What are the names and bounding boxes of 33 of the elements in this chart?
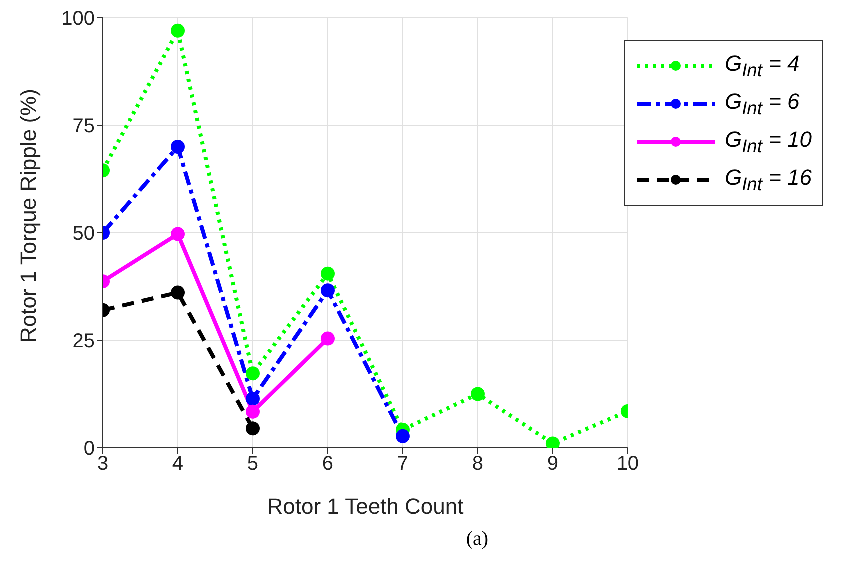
point [170,227,185,242]
x-tick-label: 6 [322,453,334,476]
x-tick-label: 9 [547,453,559,476]
point [246,392,260,406]
point [170,140,185,154]
x-tick-label: 8 [472,453,484,476]
text: (a) [465,528,490,551]
x-tick-label: 4 [172,453,184,476]
y-tick-label: 0 [84,438,95,460]
point [396,429,410,444]
point [246,404,260,419]
legend-label: G$_{Int}$ = 6 [724,88,800,120]
point [170,24,185,38]
point [470,387,485,402]
y-tick-label: 100 [62,8,95,30]
point [170,286,185,300]
point [246,366,260,381]
point [320,266,335,281]
legend-label: G$_{Int}$ = 4 [724,50,800,82]
x-tick-label: 10 [616,453,640,476]
x-tick-label: 7 [397,453,409,476]
x-tick-label: 3 [97,453,109,476]
point [320,284,335,298]
y-tick-label: 75 [72,116,95,138]
y-axis-title: Rotor 1 Torque Ripple (%) [16,89,41,343]
y-tick-label: 25 [72,330,95,353]
legend-label: G$_{Int}$ = 10 [724,126,812,158]
point [246,422,260,436]
y-tick-label: 50 [72,223,95,246]
x-tick-label: 5 [247,453,259,476]
legend-label: G$_{Int}$ = 16 [724,164,812,196]
point [320,332,335,346]
x-axis-title: Rotor 1 Teeth Count [267,494,464,519]
